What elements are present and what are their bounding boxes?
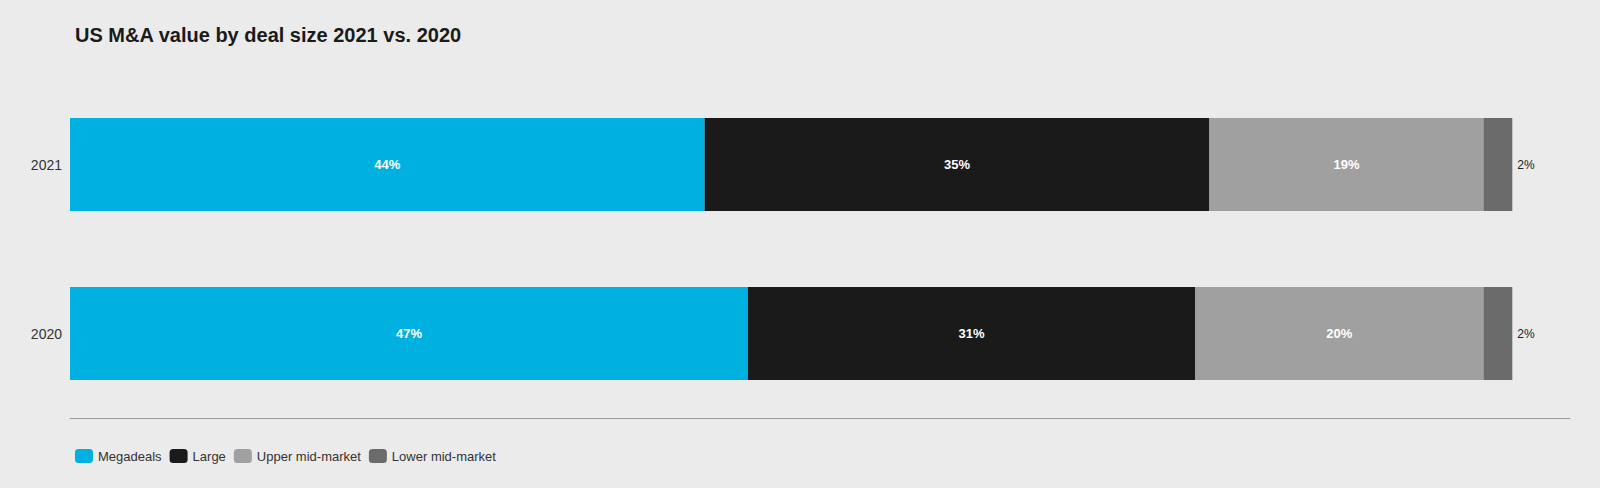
svg-text:Upper mid-market: Upper mid-market: [257, 449, 361, 464]
svg-text:2020: 2020: [31, 326, 62, 342]
svg-text:2%: 2%: [1517, 327, 1535, 341]
svg-text:44%: 44%: [374, 157, 400, 172]
svg-text:Lower mid-market: Lower mid-market: [392, 449, 496, 464]
svg-text:2%: 2%: [1517, 158, 1535, 172]
svg-text:20%: 20%: [1326, 326, 1352, 341]
svg-text:31%: 31%: [958, 326, 984, 341]
svg-text:Megadeals: Megadeals: [98, 449, 162, 464]
svg-text:19%: 19%: [1333, 157, 1359, 172]
svg-text:2021: 2021: [31, 157, 62, 173]
svg-text:35%: 35%: [944, 157, 970, 172]
svg-text:Large: Large: [193, 449, 226, 464]
svg-text:US M&A value by deal size 2021: US M&A value by deal size 2021 vs. 2020: [75, 24, 461, 46]
svg-text:47%: 47%: [396, 326, 422, 341]
